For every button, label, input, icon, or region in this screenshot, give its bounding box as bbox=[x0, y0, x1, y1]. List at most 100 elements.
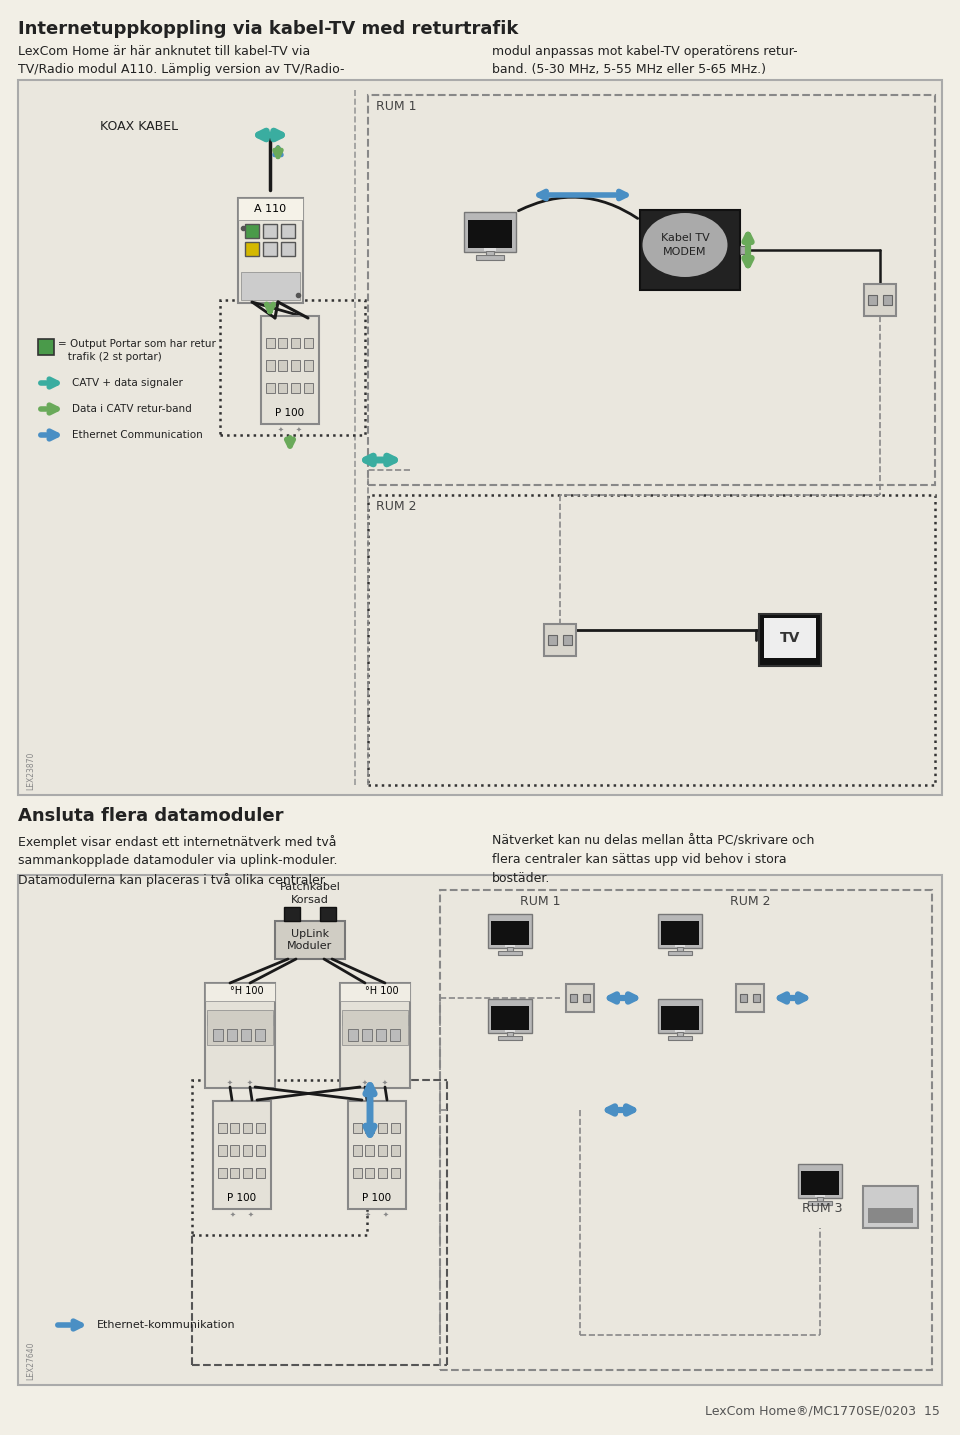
Bar bbox=[675, 1030, 685, 1032]
Bar bbox=[38, 339, 54, 354]
Bar bbox=[245, 224, 259, 238]
Bar bbox=[507, 1032, 514, 1036]
Bar bbox=[505, 1030, 516, 1032]
Bar bbox=[640, 210, 740, 290]
Bar bbox=[218, 1168, 227, 1178]
Bar bbox=[883, 296, 892, 306]
Text: CATV + data signaler: CATV + data signaler bbox=[72, 377, 182, 387]
Text: = Output Portar som har retur
   trafik (2 st portar): = Output Portar som har retur trafik (2 … bbox=[58, 339, 216, 362]
Bar bbox=[817, 1197, 824, 1201]
Bar bbox=[348, 1101, 406, 1210]
Bar bbox=[278, 383, 287, 393]
Bar bbox=[255, 1029, 265, 1040]
Text: RUM 1: RUM 1 bbox=[520, 895, 561, 908]
Bar bbox=[243, 1168, 252, 1178]
Bar bbox=[808, 1201, 832, 1205]
Text: RUM 1: RUM 1 bbox=[376, 100, 417, 113]
Bar bbox=[390, 1029, 400, 1040]
Text: Ansluta flera datamoduler: Ansluta flera datamoduler bbox=[18, 806, 283, 825]
Bar bbox=[237, 198, 302, 220]
Bar bbox=[798, 1164, 842, 1198]
Bar bbox=[303, 360, 313, 370]
Bar bbox=[303, 337, 313, 349]
Text: ✦: ✦ bbox=[382, 1079, 388, 1085]
Bar bbox=[548, 636, 557, 644]
Bar bbox=[368, 95, 935, 485]
Bar bbox=[391, 1145, 399, 1157]
Text: Ethernet Communication: Ethernet Communication bbox=[72, 430, 203, 441]
Bar bbox=[192, 1081, 367, 1236]
Bar bbox=[281, 224, 295, 238]
Bar bbox=[281, 243, 295, 255]
Bar bbox=[544, 624, 576, 656]
Bar bbox=[18, 80, 942, 795]
Bar bbox=[291, 360, 300, 370]
Bar bbox=[566, 984, 593, 1012]
Text: Exemplet visar endast ett internetnätverk med två
sammankopplade datamoduler via: Exemplet visar endast ett internetnätver… bbox=[18, 835, 338, 887]
Text: P 100: P 100 bbox=[276, 408, 304, 418]
Bar bbox=[376, 1029, 386, 1040]
Text: LexCom Home är här anknutet till kabel-TV via
TV/Radio modul A110. Lämplig versi: LexCom Home är här anknutet till kabel-T… bbox=[18, 44, 345, 76]
Bar bbox=[205, 983, 275, 1088]
Bar bbox=[378, 1168, 387, 1178]
Bar bbox=[266, 337, 275, 349]
Bar bbox=[507, 947, 514, 951]
Bar bbox=[278, 360, 287, 370]
Bar bbox=[291, 383, 300, 393]
Bar bbox=[284, 907, 300, 921]
Bar bbox=[815, 1195, 825, 1197]
Bar bbox=[230, 1145, 239, 1157]
Bar bbox=[230, 1168, 239, 1178]
Bar bbox=[275, 921, 345, 959]
Bar bbox=[230, 1122, 239, 1134]
Bar bbox=[498, 951, 522, 956]
Bar bbox=[488, 914, 532, 949]
Bar bbox=[677, 947, 684, 951]
Bar bbox=[303, 383, 313, 393]
Bar bbox=[677, 1032, 684, 1036]
Bar bbox=[340, 983, 410, 1000]
Bar bbox=[241, 271, 300, 300]
Bar bbox=[218, 1122, 227, 1134]
Text: RUM 2: RUM 2 bbox=[376, 499, 417, 512]
Bar bbox=[366, 1168, 374, 1178]
Text: ✦: ✦ bbox=[362, 1079, 368, 1085]
Bar bbox=[205, 983, 275, 1000]
Bar bbox=[658, 914, 702, 949]
Bar bbox=[320, 907, 336, 921]
Bar bbox=[486, 251, 494, 255]
Bar bbox=[255, 1122, 265, 1134]
Text: TV: TV bbox=[780, 631, 801, 646]
Bar bbox=[864, 284, 896, 316]
Bar bbox=[668, 951, 692, 956]
Bar bbox=[492, 1006, 529, 1030]
Bar bbox=[862, 1185, 918, 1228]
Text: ✦: ✦ bbox=[248, 1211, 254, 1217]
Bar bbox=[342, 1015, 408, 1025]
Bar bbox=[675, 944, 685, 947]
Bar bbox=[237, 198, 302, 303]
Bar bbox=[255, 1145, 265, 1157]
Bar bbox=[213, 1101, 272, 1210]
Text: A 110: A 110 bbox=[254, 204, 286, 214]
Bar bbox=[342, 1010, 408, 1045]
Bar bbox=[570, 994, 578, 1002]
Bar bbox=[220, 300, 365, 435]
Bar bbox=[245, 243, 259, 255]
Bar bbox=[440, 890, 932, 1370]
Bar bbox=[740, 245, 746, 254]
Bar bbox=[476, 255, 504, 260]
Bar bbox=[505, 944, 516, 947]
Text: P 100: P 100 bbox=[363, 1192, 392, 1203]
Bar bbox=[391, 1168, 399, 1178]
Text: LexCom Home®/MC1770SE/0203  15: LexCom Home®/MC1770SE/0203 15 bbox=[706, 1403, 940, 1416]
Bar bbox=[362, 1029, 372, 1040]
Bar bbox=[263, 224, 277, 238]
Text: ✦: ✦ bbox=[278, 426, 284, 432]
Bar bbox=[368, 495, 935, 785]
Bar bbox=[366, 1145, 374, 1157]
Bar bbox=[764, 618, 816, 659]
Bar bbox=[352, 1122, 362, 1134]
Bar bbox=[868, 1208, 913, 1223]
Text: Kabel TV
MODEM: Kabel TV MODEM bbox=[660, 234, 709, 257]
